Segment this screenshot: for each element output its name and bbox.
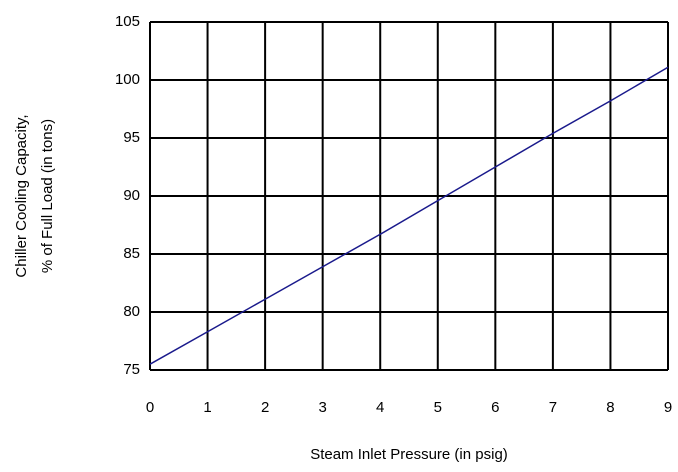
y-axis-label: % of Full Load (in tons) — [39, 119, 56, 273]
x-tick-label: 0 — [146, 399, 154, 416]
y-tick-label: 95 — [123, 129, 140, 146]
x-tick-label: 4 — [376, 399, 384, 416]
data-line — [149, 66, 669, 365]
y-tick-label: 85 — [123, 245, 140, 262]
y-tick-label: 75 — [123, 361, 140, 378]
x-tick-label: 7 — [549, 399, 557, 416]
x-tick-label: 3 — [318, 399, 326, 416]
x-tick-label: 1 — [203, 399, 211, 416]
x-tick-label: 8 — [606, 399, 614, 416]
y-tick-label: 100 — [115, 71, 140, 88]
y-axis-label: Chiller Cooling Capacity, — [13, 114, 30, 277]
x-tick-label: 5 — [434, 399, 442, 416]
x-axis-label: Steam Inlet Pressure (in psig) — [310, 446, 508, 463]
y-tick-label: 90 — [123, 187, 140, 204]
x-tick-label: 2 — [261, 399, 269, 416]
x-tick-label: 9 — [664, 399, 672, 416]
y-tick-label: 80 — [123, 303, 140, 320]
y-tick-label: 105 — [115, 13, 140, 30]
x-tick-label: 6 — [491, 399, 499, 416]
